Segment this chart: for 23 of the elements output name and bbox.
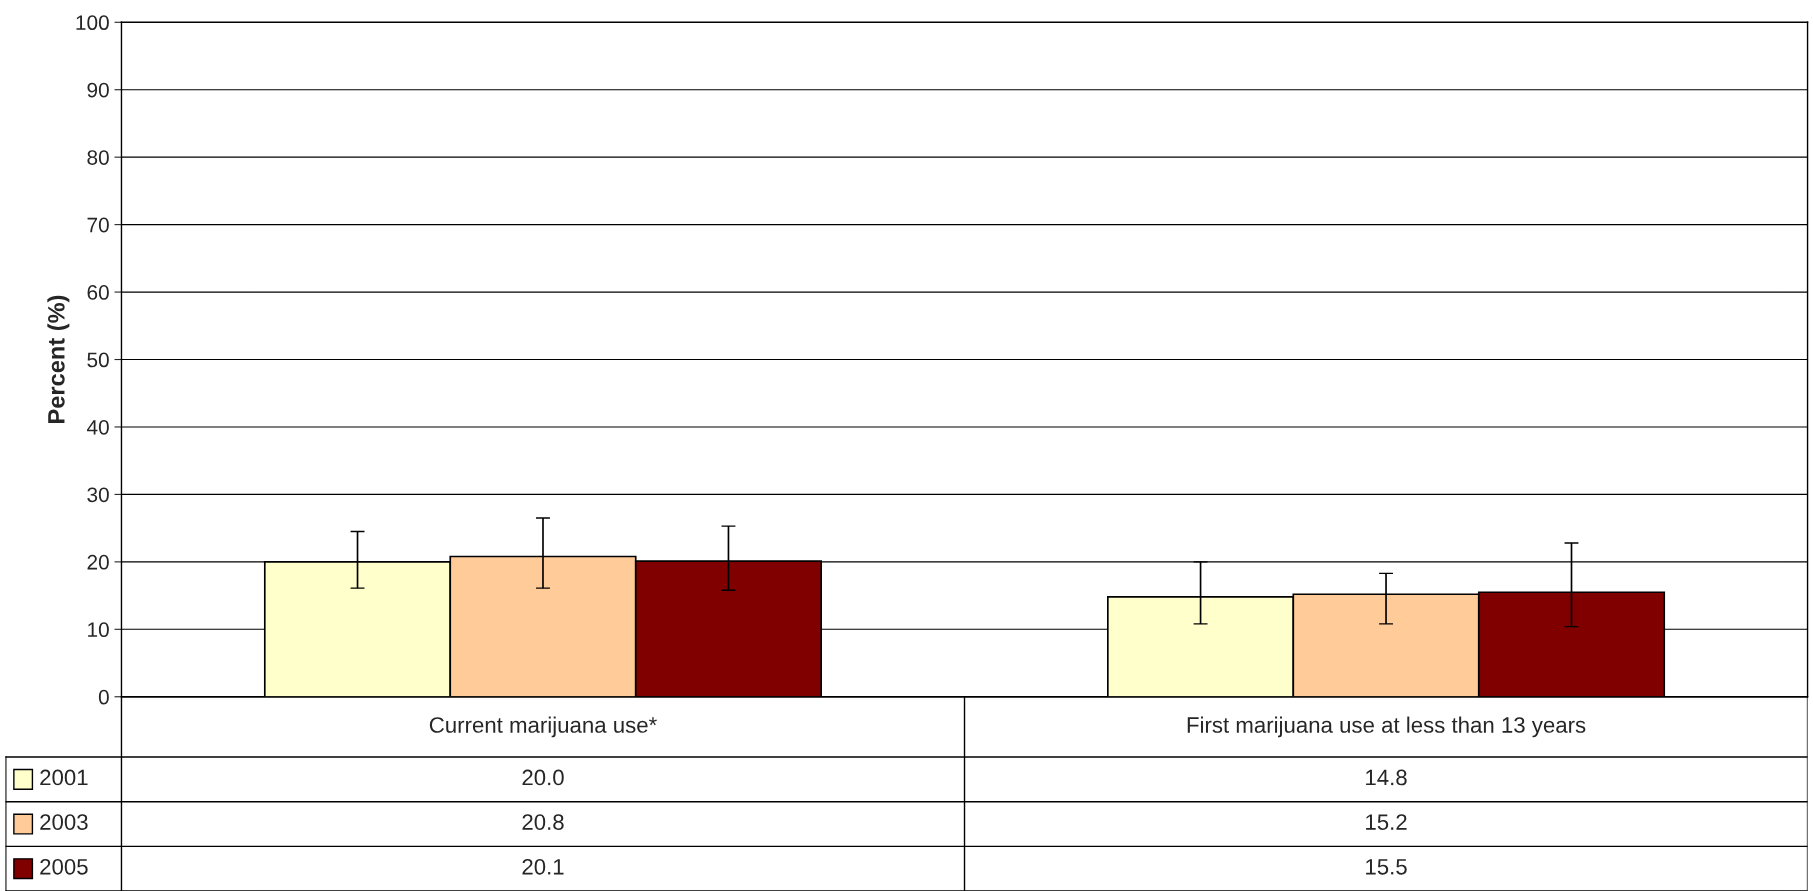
y-tick-label: 50	[87, 352, 109, 368]
data-label: 20.1	[522, 858, 564, 875]
y-tick-label: 90	[87, 82, 109, 98]
y-tick-label: 40	[86, 419, 109, 435]
legend-label: 2005	[40, 858, 88, 875]
data-label: 15.2	[1366, 814, 1407, 830]
x-tick-label: First marijuana use at less than 13 years	[1187, 716, 1586, 738]
y-tick-label: 100	[76, 15, 109, 31]
y-axis-title: Percent (%)	[47, 295, 70, 423]
legend-label: 2003	[40, 814, 88, 830]
data-label: 14.8	[1366, 769, 1407, 786]
y-tick-label: 80	[87, 150, 109, 165]
y-tick-label: 30	[87, 487, 109, 503]
y-tick-label: 20	[87, 554, 109, 570]
legend-label: 2001	[40, 769, 88, 786]
x-tick-label: Current marijuana use*	[429, 716, 657, 738]
data-label: 15.5	[1366, 859, 1407, 875]
y-tick-label: 0	[98, 689, 109, 705]
y-tick-label: 70	[87, 217, 109, 233]
data-label: 20.0	[522, 769, 564, 786]
y-tick-label: 10	[88, 622, 109, 638]
y-tick-label: 60	[87, 285, 109, 300]
data-label: 20.8	[522, 814, 564, 830]
